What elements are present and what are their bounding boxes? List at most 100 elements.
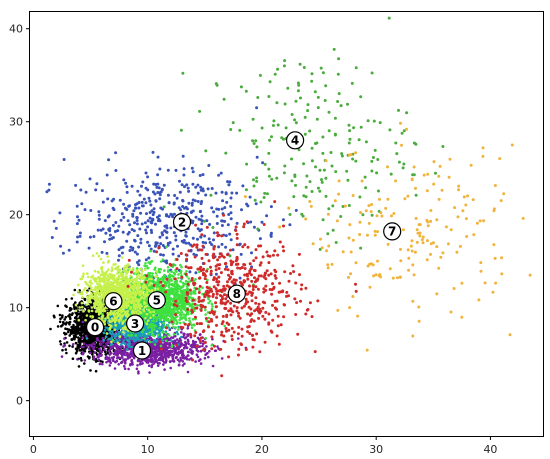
data-point	[120, 355, 124, 358]
data-point	[70, 338, 74, 342]
data-point	[226, 180, 230, 184]
data-point	[165, 339, 168, 343]
data-point	[153, 328, 156, 331]
data-point	[150, 322, 153, 326]
data-point	[182, 173, 186, 177]
data-point	[108, 353, 112, 356]
data-point	[75, 315, 78, 319]
data-point	[192, 340, 196, 344]
data-point	[70, 297, 74, 300]
data-point	[130, 228, 134, 231]
data-point	[171, 247, 175, 251]
data-point	[131, 361, 134, 364]
data-point	[64, 348, 68, 351]
data-point	[149, 249, 152, 253]
data-point	[164, 361, 168, 364]
data-point	[124, 181, 128, 185]
data-point	[255, 106, 259, 110]
data-point	[124, 335, 127, 339]
data-point	[111, 236, 115, 239]
data-point	[293, 173, 297, 177]
data-point	[80, 322, 84, 326]
data-point	[210, 187, 214, 190]
data-point	[212, 210, 216, 214]
data-point	[64, 304, 67, 308]
data-point	[186, 338, 190, 342]
data-point	[139, 241, 143, 245]
data-point	[85, 346, 88, 349]
data-point	[176, 332, 180, 336]
data-point	[133, 238, 136, 242]
data-point	[248, 195, 252, 199]
data-point	[201, 187, 205, 191]
data-point	[62, 322, 65, 325]
data-point	[156, 191, 160, 194]
data-point	[173, 285, 177, 289]
data-point	[359, 95, 363, 99]
data-point	[188, 317, 191, 320]
data-point	[165, 245, 168, 249]
data-point	[105, 251, 109, 255]
data-point	[209, 193, 213, 197]
data-point	[244, 89, 248, 93]
data-point	[265, 192, 269, 196]
data-point	[151, 272, 154, 275]
data-point	[149, 330, 153, 334]
data-point	[142, 334, 146, 337]
data-point	[141, 204, 145, 208]
data-point	[305, 174, 309, 178]
data-point	[177, 254, 181, 258]
data-point	[80, 202, 84, 206]
data-point	[306, 109, 310, 113]
data-point	[153, 352, 156, 356]
data-point	[169, 291, 173, 294]
data-point	[191, 318, 195, 321]
data-point	[223, 324, 226, 328]
data-point	[166, 324, 170, 327]
data-point	[154, 358, 158, 362]
data-point	[122, 202, 126, 206]
data-point	[83, 322, 86, 326]
data-point	[79, 188, 83, 192]
data-point	[130, 184, 134, 188]
data-point	[137, 245, 141, 249]
data-point	[190, 326, 194, 330]
data-point	[67, 321, 71, 325]
data-point	[192, 305, 195, 309]
data-point	[147, 286, 150, 289]
data-point	[107, 356, 111, 360]
data-point	[47, 188, 51, 192]
data-point	[167, 346, 170, 349]
data-point	[185, 270, 188, 273]
data-point	[251, 139, 255, 143]
data-point	[178, 360, 181, 363]
data-point	[178, 179, 181, 183]
data-point	[175, 355, 178, 359]
data-point	[161, 233, 165, 237]
data-point	[184, 241, 188, 245]
data-point	[158, 167, 162, 171]
data-point	[159, 344, 163, 348]
data-point	[283, 102, 287, 106]
data-point	[181, 284, 185, 288]
data-point	[211, 226, 215, 229]
data-point	[151, 217, 155, 221]
data-point	[77, 218, 81, 222]
data-point	[81, 303, 85, 307]
data-point	[294, 183, 297, 187]
data-point	[194, 215, 198, 219]
data-point	[181, 154, 185, 158]
data-point	[92, 235, 96, 238]
data-point	[239, 252, 243, 256]
data-point	[96, 228, 100, 232]
data-point	[115, 344, 119, 347]
data-point	[111, 358, 115, 362]
data-point	[114, 151, 118, 155]
data-point	[101, 362, 104, 366]
data-point	[124, 348, 127, 351]
data-point	[128, 340, 131, 343]
data-point	[107, 349, 111, 353]
data-point	[313, 90, 317, 94]
data-point	[179, 128, 183, 132]
data-point	[77, 365, 81, 368]
